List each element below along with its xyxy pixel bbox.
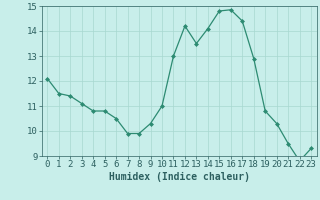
X-axis label: Humidex (Indice chaleur): Humidex (Indice chaleur) xyxy=(109,172,250,182)
